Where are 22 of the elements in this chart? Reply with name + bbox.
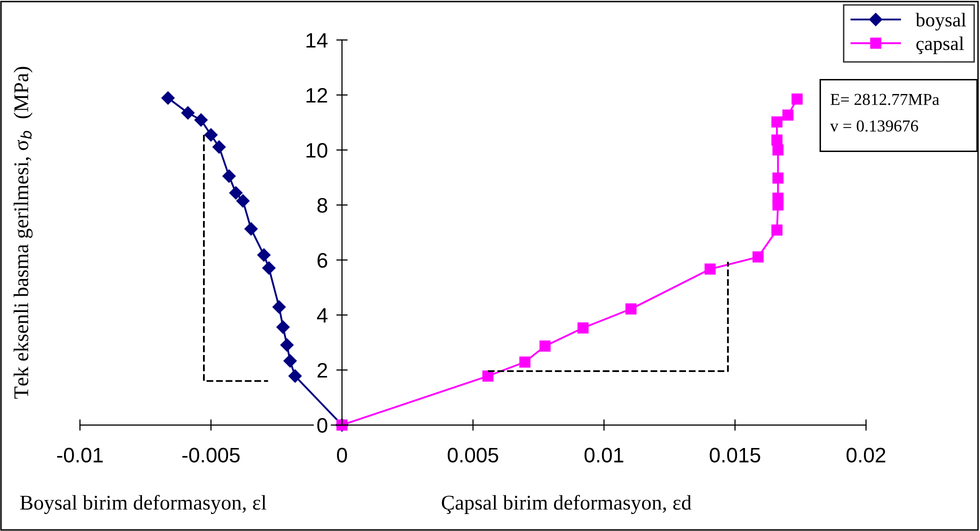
y-axis-title: Tek eksenli basma gerilmesi, σ$_{b}$ (MPa) [14, 66, 33, 399]
x-tick-label: -0.01 [57, 448, 103, 463]
text: Boysal birim deformasyon, εl [20, 494, 266, 514]
y-tick-label: 8 [317, 198, 328, 213]
x-tick-label: 0 [337, 448, 347, 463]
y-tick-label: 12 [306, 88, 328, 103]
y-tick-label: 14 [306, 33, 328, 48]
y-tick-label: 6 [318, 253, 328, 268]
x-tick-label: 0.02 [846, 448, 886, 463]
legend-label: boysal [916, 12, 966, 31]
y-tick-label: 10 [306, 142, 328, 158]
annotation: E= 2812.77MPa [830, 94, 940, 106]
legend-label: çapsal [916, 36, 964, 54]
x-tick-label: 0.01 [584, 448, 624, 463]
y-tick-label: 2 [318, 363, 328, 378]
x-tick-label: 0.005 [448, 448, 498, 463]
y-tick-label: 0 [317, 418, 328, 433]
x-tick-label: 0.015 [710, 448, 760, 463]
x-tick-label: -0.005 [182, 448, 240, 463]
annotation: v = 0.139676 [830, 120, 918, 132]
text: Çapsal birim deformasyon, εd [442, 494, 692, 514]
y-tick-label: 4 [316, 308, 328, 323]
